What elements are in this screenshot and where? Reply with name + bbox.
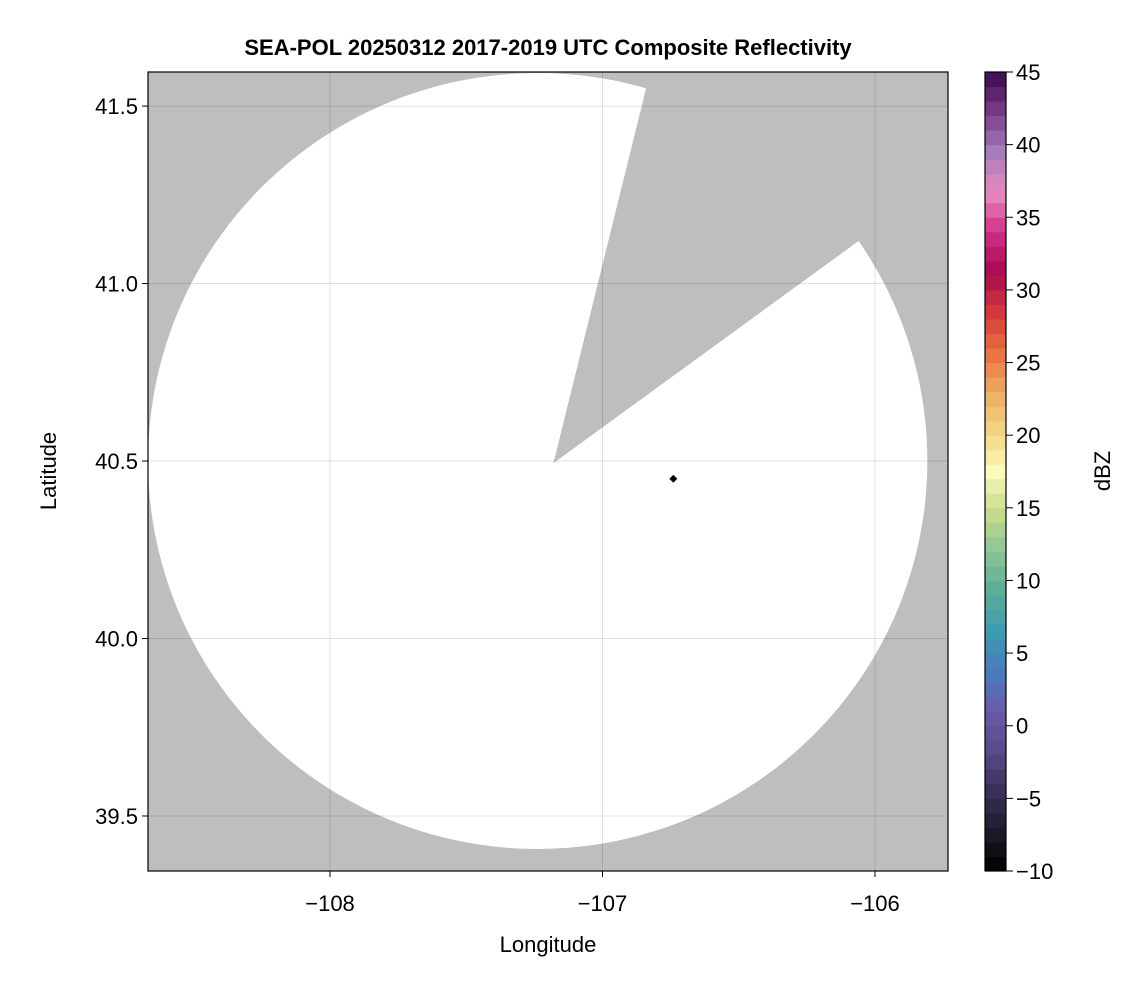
- colorbar-tick-label: 25: [1016, 351, 1040, 376]
- colorbar-frame: [984, 71, 1007, 872]
- colorbar-bin: [985, 348, 1006, 364]
- colorbar-bin: [985, 318, 1006, 334]
- colorbar: −10 −5 0 5 10 15 20 25 30 35 40 45: [984, 60, 1053, 884]
- colorbar-tick-label: 30: [1016, 278, 1040, 303]
- colorbar-bin: [985, 420, 1006, 436]
- colorbar-bin: [985, 435, 1006, 451]
- colorbar-bin: [985, 711, 1006, 727]
- colorbar-bin: [985, 217, 1006, 233]
- colorbar-bin: [985, 275, 1006, 291]
- colorbar-bin: [985, 653, 1006, 669]
- colorbar-bin: [985, 333, 1006, 349]
- colorbar-bin: [985, 188, 1006, 204]
- colorbar-bin: [985, 507, 1006, 523]
- colorbar-bin: [985, 449, 1006, 465]
- plot-area: [147, 71, 949, 872]
- x-axis-label: Longitude: [500, 932, 597, 957]
- colorbar-bin: [985, 144, 1006, 160]
- colorbar-bin: [985, 827, 1006, 843]
- colorbar-bin: [985, 609, 1006, 625]
- x-tick-label: −108: [305, 891, 355, 916]
- colorbar-bin: [985, 667, 1006, 683]
- colorbar-bin: [985, 260, 1006, 276]
- colorbar-bin: [985, 362, 1006, 378]
- y-axis: 39.5 40.0 40.5 41.0 41.5: [95, 94, 148, 829]
- colorbar-bin: [985, 856, 1006, 872]
- colorbar-bin: [985, 391, 1006, 407]
- colorbar-bin: [985, 624, 1006, 640]
- colorbar-bin: [985, 594, 1006, 611]
- colorbar-bin: [985, 304, 1006, 320]
- colorbar-label: dBZ: [1090, 451, 1115, 491]
- colorbar-bin: [985, 725, 1006, 741]
- colorbar-bin: [985, 740, 1006, 756]
- x-tick-label: −107: [578, 891, 628, 916]
- colorbar-tick-label: 0: [1016, 714, 1028, 739]
- colorbar-bin: [985, 812, 1006, 828]
- colorbar-bin: [985, 72, 1006, 88]
- colorbar-bin: [985, 406, 1006, 422]
- colorbar-bin: [985, 377, 1006, 393]
- colorbar-tick-label: −10: [1016, 859, 1053, 884]
- colorbar-bin: [985, 173, 1006, 189]
- radar-location-marker: [669, 474, 678, 483]
- colorbar-bin: [985, 551, 1006, 567]
- colorbar-bin: [985, 841, 1006, 857]
- colorbar-bin: [985, 493, 1006, 509]
- colorbar-tick-label: 15: [1016, 496, 1040, 521]
- colorbar-bin: [985, 464, 1006, 480]
- colorbar-tick-label: 20: [1016, 423, 1040, 448]
- y-tick-label: 39.5: [95, 804, 138, 829]
- colorbar-bin: [985, 754, 1006, 770]
- colorbar-bin: [985, 682, 1006, 698]
- chart-title: SEA-POL 20250312 2017-2019 UTC Composite…: [244, 35, 852, 60]
- y-tick-label: 40.0: [95, 627, 138, 652]
- y-tick-label: 41.5: [95, 94, 138, 119]
- colorbar-bin: [985, 115, 1006, 131]
- colorbar-bin: [985, 202, 1006, 218]
- colorbar-bin: [985, 580, 1006, 596]
- colorbar-tick-label: 10: [1016, 568, 1040, 593]
- colorbar-bin: [985, 565, 1006, 581]
- colorbar-tick-label: 40: [1016, 133, 1040, 158]
- colorbar-bin: [985, 289, 1006, 305]
- colorbar-bin: [985, 86, 1006, 102]
- colorbar-tick-label: −5: [1016, 786, 1041, 811]
- colorbar-bin: [985, 130, 1006, 146]
- colorbar-bin: [985, 231, 1006, 247]
- colorbar-bin: [985, 159, 1006, 175]
- colorbar-bin: [985, 478, 1006, 494]
- y-tick-label: 40.5: [95, 449, 138, 474]
- colorbar-tick-label: 35: [1016, 205, 1040, 230]
- colorbar-bin: [985, 638, 1006, 654]
- plot-frame: [147, 71, 949, 872]
- colorbar-bin: [985, 696, 1006, 712]
- y-tick-label: 41.0: [95, 272, 138, 297]
- radar-coverage-area: [148, 73, 928, 849]
- colorbar-bin: [985, 536, 1006, 552]
- colorbar-bin: [985, 246, 1006, 262]
- x-axis: −108 −107 −106: [305, 871, 900, 916]
- colorbar-bin: [985, 783, 1006, 799]
- colorbar-tick-label: 45: [1016, 60, 1040, 85]
- y-axis-label: Latitude: [36, 432, 61, 510]
- x-tick-label: −106: [850, 891, 900, 916]
- colorbar-bin: [985, 769, 1006, 785]
- colorbar-bin: [985, 798, 1006, 814]
- colorbar-tick-label: 5: [1016, 641, 1028, 666]
- colorbar-bin: [985, 522, 1006, 538]
- colorbar-bin: [985, 101, 1006, 117]
